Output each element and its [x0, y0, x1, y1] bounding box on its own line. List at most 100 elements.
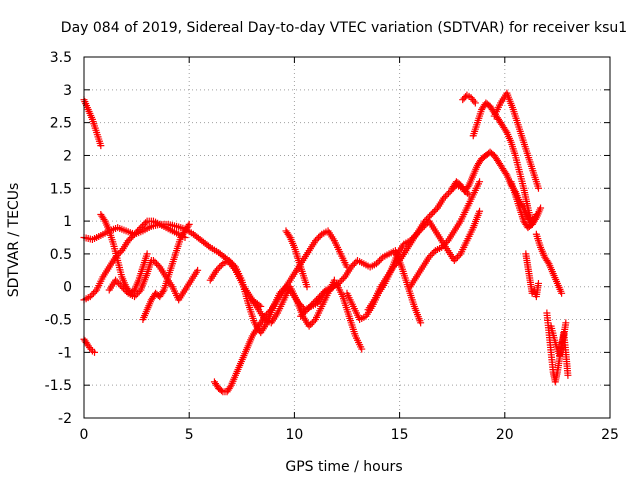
- data-point: [347, 263, 355, 271]
- series-arc10: [206, 256, 366, 353]
- series-arc8: [149, 256, 202, 304]
- y-tick-label: 0: [63, 280, 72, 296]
- y-tick-label: 2.5: [50, 116, 72, 132]
- data-point: [121, 286, 129, 294]
- data-point: [534, 279, 542, 287]
- data-point: [316, 293, 324, 301]
- data-point: [389, 263, 397, 271]
- data-point: [214, 265, 222, 273]
- data-point: [116, 248, 124, 256]
- series-arc6: [105, 256, 155, 301]
- y-tick-label: 1: [63, 214, 72, 230]
- data-point: [316, 232, 324, 240]
- data-point: [132, 229, 140, 237]
- data-point: [135, 288, 143, 296]
- data-point: [349, 261, 357, 269]
- y-tick-label: -2: [58, 411, 72, 427]
- series-arc18: [459, 91, 479, 107]
- series-arc11: [248, 276, 338, 330]
- data-point: [89, 289, 97, 297]
- data-point: [430, 248, 438, 256]
- data-point: [422, 215, 430, 223]
- data-point: [217, 261, 225, 269]
- data-point: [194, 266, 202, 274]
- series-arc23: [532, 230, 566, 297]
- data-point: [450, 256, 458, 264]
- data-point: [126, 235, 134, 243]
- data-point: [350, 260, 358, 268]
- data-point: [339, 275, 347, 283]
- series-arc5: [97, 211, 151, 297]
- data-point: [313, 235, 321, 243]
- data-point: [438, 243, 446, 251]
- series-arc20: [490, 89, 542, 192]
- data-point: [276, 289, 284, 297]
- data-point: [213, 266, 221, 274]
- data-point: [124, 237, 132, 245]
- data-point: [308, 319, 316, 327]
- data-point: [153, 260, 161, 268]
- data-point: [319, 289, 327, 297]
- x-tick-label: 15: [391, 427, 409, 443]
- data-point: [421, 217, 429, 225]
- y-tick-label: 1.5: [50, 181, 72, 197]
- data-point: [226, 383, 234, 391]
- data-point: [312, 296, 320, 304]
- grid: [84, 57, 610, 418]
- data-point: [97, 142, 105, 150]
- data-point: [301, 307, 309, 315]
- data-point: [442, 238, 450, 246]
- x-tick-label: 0: [80, 427, 89, 443]
- y-tick-label: -1.5: [45, 378, 72, 394]
- data-point: [86, 293, 94, 301]
- data-point: [305, 304, 313, 312]
- data-point: [430, 207, 438, 215]
- data-point: [317, 291, 325, 299]
- data-point: [129, 232, 137, 240]
- series-arc16: [406, 178, 484, 291]
- data-point: [392, 260, 400, 268]
- data-point: [142, 219, 150, 227]
- data-point: [464, 183, 472, 191]
- data-point: [134, 289, 142, 297]
- data-point: [476, 178, 484, 186]
- data-point: [336, 278, 344, 286]
- data-point: [376, 256, 384, 264]
- data-point: [374, 258, 382, 266]
- data-point: [100, 215, 108, 223]
- data-point: [315, 234, 323, 241]
- axes: 0 5 10 15 20 25 -2 -1.5 -1 -0.5 0 0.5 1 1.5 2 2.5 3 3.5: [45, 50, 619, 443]
- data-point: [297, 312, 305, 320]
- data-point: [445, 189, 453, 197]
- data-point: [138, 222, 146, 230]
- plot-frame: [83, 56, 611, 419]
- y-tick-label: 3.5: [50, 50, 72, 66]
- data-point: [558, 289, 566, 297]
- data-point: [391, 261, 399, 269]
- data-point: [377, 255, 385, 263]
- series-arc19: [469, 99, 536, 228]
- data-point: [230, 261, 238, 269]
- data-point: [116, 281, 124, 289]
- data-point: [309, 299, 317, 307]
- data-point: [417, 319, 425, 327]
- y-axis-label: SDTVAR / TECUs: [6, 183, 22, 298]
- data-point: [471, 99, 479, 107]
- x-tick-label: 5: [185, 427, 194, 443]
- x-tick-label: 10: [285, 427, 303, 443]
- data-point: [455, 252, 463, 260]
- data-point: [429, 209, 437, 217]
- data-point: [310, 317, 318, 325]
- data-point: [113, 278, 121, 286]
- data-point: [91, 288, 99, 296]
- data-point: [184, 222, 192, 230]
- data-point: [227, 258, 235, 266]
- data-point: [534, 184, 542, 192]
- y-tick-label: 0.5: [50, 247, 72, 263]
- data-point: [443, 191, 451, 199]
- data-point: [115, 279, 123, 287]
- data-point: [132, 291, 140, 299]
- data-point: [112, 276, 120, 284]
- data-point: [285, 232, 293, 240]
- y-tick-label: -0.5: [45, 313, 72, 329]
